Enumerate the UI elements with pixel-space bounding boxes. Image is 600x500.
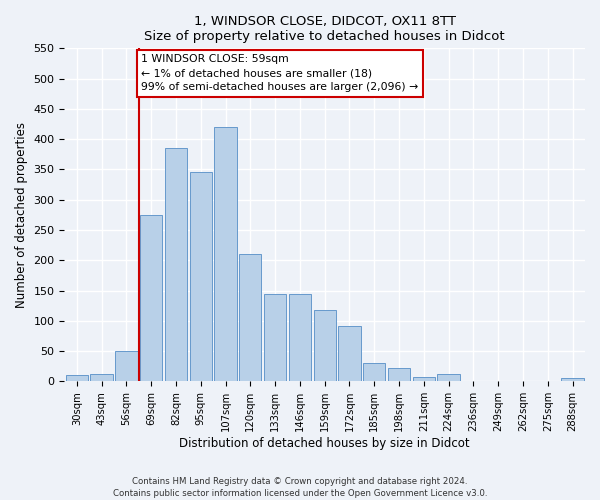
Bar: [413, 376, 435, 382]
Bar: [140, 215, 163, 382]
Bar: [190, 172, 212, 382]
Bar: [289, 294, 311, 382]
Title: 1, WINDSOR CLOSE, DIDCOT, OX11 8TT
Size of property relative to detached houses : 1, WINDSOR CLOSE, DIDCOT, OX11 8TT Size …: [145, 15, 505, 43]
Bar: [65, 376, 88, 382]
Text: Contains HM Land Registry data © Crown copyright and database right 2024.
Contai: Contains HM Land Registry data © Crown c…: [113, 476, 487, 498]
Y-axis label: Number of detached properties: Number of detached properties: [15, 122, 28, 308]
X-axis label: Distribution of detached houses by size in Didcot: Distribution of detached houses by size …: [179, 437, 470, 450]
Bar: [314, 310, 336, 382]
Bar: [91, 374, 113, 382]
Bar: [338, 326, 361, 382]
Bar: [437, 374, 460, 382]
Text: 1 WINDSOR CLOSE: 59sqm
← 1% of detached houses are smaller (18)
99% of semi-deta: 1 WINDSOR CLOSE: 59sqm ← 1% of detached …: [141, 54, 419, 92]
Bar: [264, 294, 286, 382]
Bar: [363, 362, 385, 382]
Bar: [239, 254, 262, 382]
Bar: [165, 148, 187, 382]
Bar: [115, 351, 137, 382]
Bar: [562, 378, 584, 382]
Bar: [214, 127, 236, 382]
Bar: [388, 368, 410, 382]
